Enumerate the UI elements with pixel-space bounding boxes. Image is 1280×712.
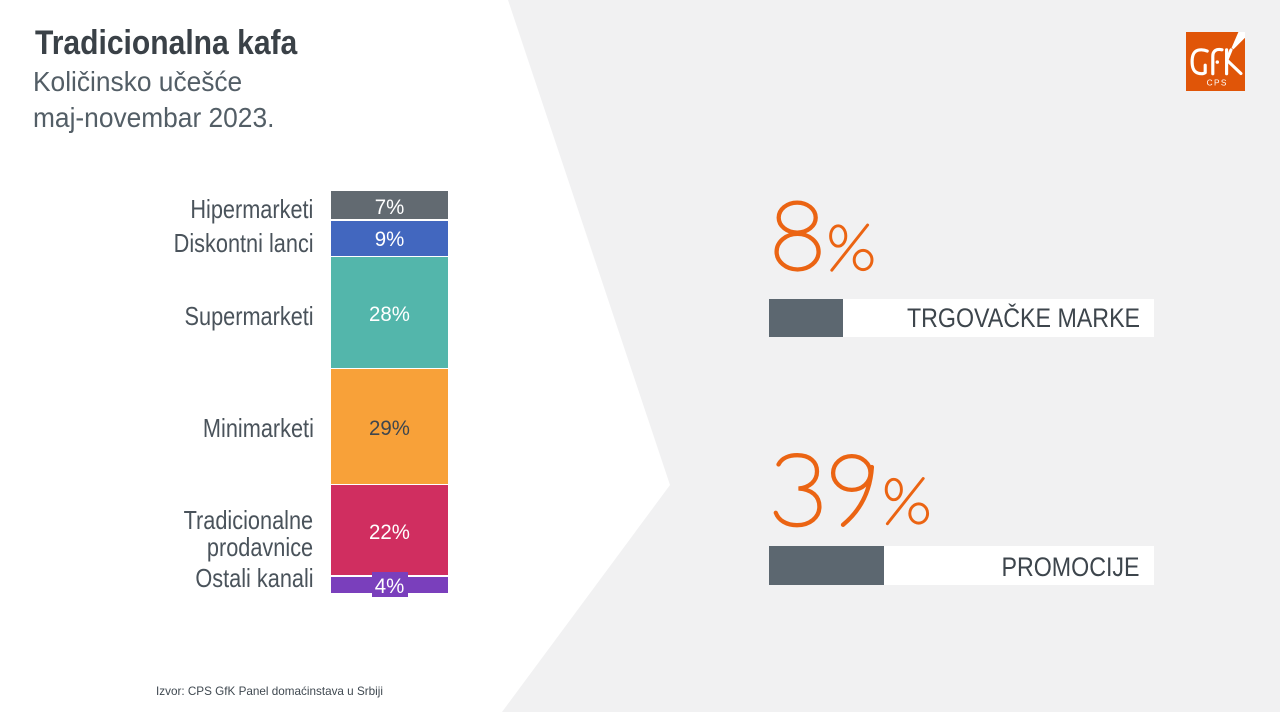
svg-text:CPS: CPS (1206, 77, 1227, 87)
